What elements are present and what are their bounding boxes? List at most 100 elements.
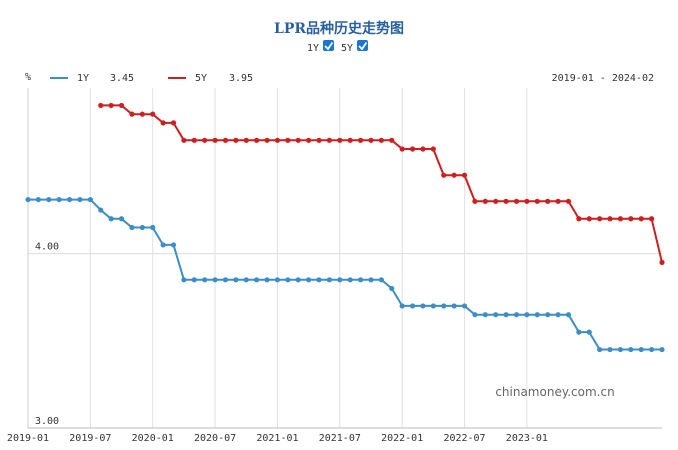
data-point-5y <box>98 102 104 109</box>
data-point-1y <box>98 207 104 213</box>
data-point-1y <box>461 303 468 309</box>
data-point-1y <box>25 196 31 203</box>
data-point-5y <box>243 137 249 143</box>
data-point-5y <box>295 137 301 143</box>
data-point-5y <box>139 111 145 117</box>
data-point-5y <box>586 216 592 222</box>
data-point-1y <box>659 346 665 353</box>
x-tick-label: 2019-01 <box>7 433 49 444</box>
data-point-5y <box>430 146 436 152</box>
data-point-1y <box>160 242 166 248</box>
toggle-1y-label: 1Y <box>307 43 319 54</box>
data-point-5y <box>399 146 405 152</box>
data-point-1y <box>430 303 436 309</box>
data-point-5y <box>524 198 530 204</box>
y-unit-label: % <box>25 72 31 83</box>
data-point-1y <box>472 312 478 318</box>
y-tick-label: 3.00 <box>35 416 59 427</box>
data-point-1y <box>316 277 322 283</box>
data-point-5y <box>628 216 634 222</box>
data-point-1y <box>118 216 125 222</box>
x-tick-label: 2022-01 <box>381 433 423 444</box>
data-point-5y <box>160 120 166 126</box>
series-toggles: 1Y 5Y <box>307 40 368 54</box>
data-point-1y <box>545 312 551 318</box>
data-point-5y <box>118 102 125 109</box>
series-line-1y <box>28 198 662 351</box>
plot-area <box>25 102 665 353</box>
y-tick-label: 4.00 <box>35 242 59 253</box>
data-point-1y <box>607 346 613 353</box>
data-point-1y <box>212 277 218 283</box>
data-point-5y <box>441 172 447 178</box>
data-point-5y <box>493 198 499 204</box>
data-point-5y <box>129 111 135 117</box>
data-point-5y <box>264 137 270 143</box>
data-point-5y <box>565 198 572 204</box>
data-point-1y <box>35 196 41 203</box>
toggle-5y-checkbox[interactable] <box>357 40 368 51</box>
data-point-5y <box>503 198 509 204</box>
x-tick-label: 2019-07 <box>69 433 111 444</box>
data-point-5y <box>254 137 260 143</box>
data-point-1y <box>399 303 405 309</box>
x-tick-label: 2023-01 <box>506 433 548 444</box>
data-point-5y <box>482 198 488 204</box>
data-point-1y <box>617 346 624 353</box>
data-point-1y <box>129 224 135 231</box>
data-point-5y <box>191 137 197 143</box>
data-point-1y <box>420 303 426 309</box>
data-point-5y <box>222 137 229 143</box>
data-point-1y <box>274 277 281 283</box>
data-point-1y <box>150 224 156 231</box>
data-point-5y <box>461 172 468 178</box>
data-point-1y <box>493 312 499 318</box>
x-tick-label: 2020-01 <box>132 433 174 444</box>
data-point-5y <box>659 259 665 265</box>
chart-title: LPR品种历史走势图 <box>274 20 404 37</box>
data-point-1y <box>482 312 488 318</box>
data-point-1y <box>638 346 644 353</box>
axes: 2019-01 2019-07 2020-01 2020-07 2021-01 2021-… <box>7 88 662 444</box>
data-point-1y <box>306 277 312 283</box>
data-point-1y <box>202 277 208 283</box>
legend-5y-name: 5Y <box>195 73 207 84</box>
data-point-1y <box>66 196 73 203</box>
x-tick-label: 2020-07 <box>194 433 236 444</box>
data-point-1y <box>389 285 395 292</box>
data-point-5y <box>555 198 561 204</box>
data-point-5y <box>409 146 416 152</box>
data-point-1y <box>170 242 177 248</box>
legend-1y-name: 1Y <box>77 73 89 84</box>
data-point-5y <box>576 216 582 222</box>
data-point-5y <box>202 137 208 143</box>
data-point-1y <box>409 303 416 309</box>
data-point-1y <box>368 277 374 283</box>
data-point-5y <box>306 137 312 143</box>
x-tick-label: 2021-07 <box>319 433 361 444</box>
data-point-5y <box>274 137 281 143</box>
data-point-5y <box>472 198 478 204</box>
data-point-1y <box>628 346 634 353</box>
data-point-5y <box>420 146 426 152</box>
data-point-5y <box>326 137 333 143</box>
grid <box>27 88 662 429</box>
data-point-1y <box>264 277 270 283</box>
legend: 1Y 3.45 5Y 3.95 <box>50 73 253 84</box>
data-point-1y <box>56 196 62 203</box>
legend-1y-value: 3.45 <box>110 73 134 84</box>
data-point-1y <box>77 196 83 203</box>
data-point-1y <box>139 224 145 231</box>
data-point-5y <box>617 216 624 222</box>
data-point-5y <box>170 120 177 126</box>
data-point-1y <box>347 277 353 283</box>
data-point-1y <box>451 303 457 309</box>
data-point-1y <box>337 277 343 283</box>
data-point-1y <box>326 277 333 283</box>
data-point-1y <box>191 277 197 283</box>
data-point-5y <box>597 216 603 222</box>
data-point-5y <box>513 198 520 204</box>
data-point-1y <box>513 312 520 318</box>
toggle-1y-checkbox[interactable] <box>323 40 334 51</box>
